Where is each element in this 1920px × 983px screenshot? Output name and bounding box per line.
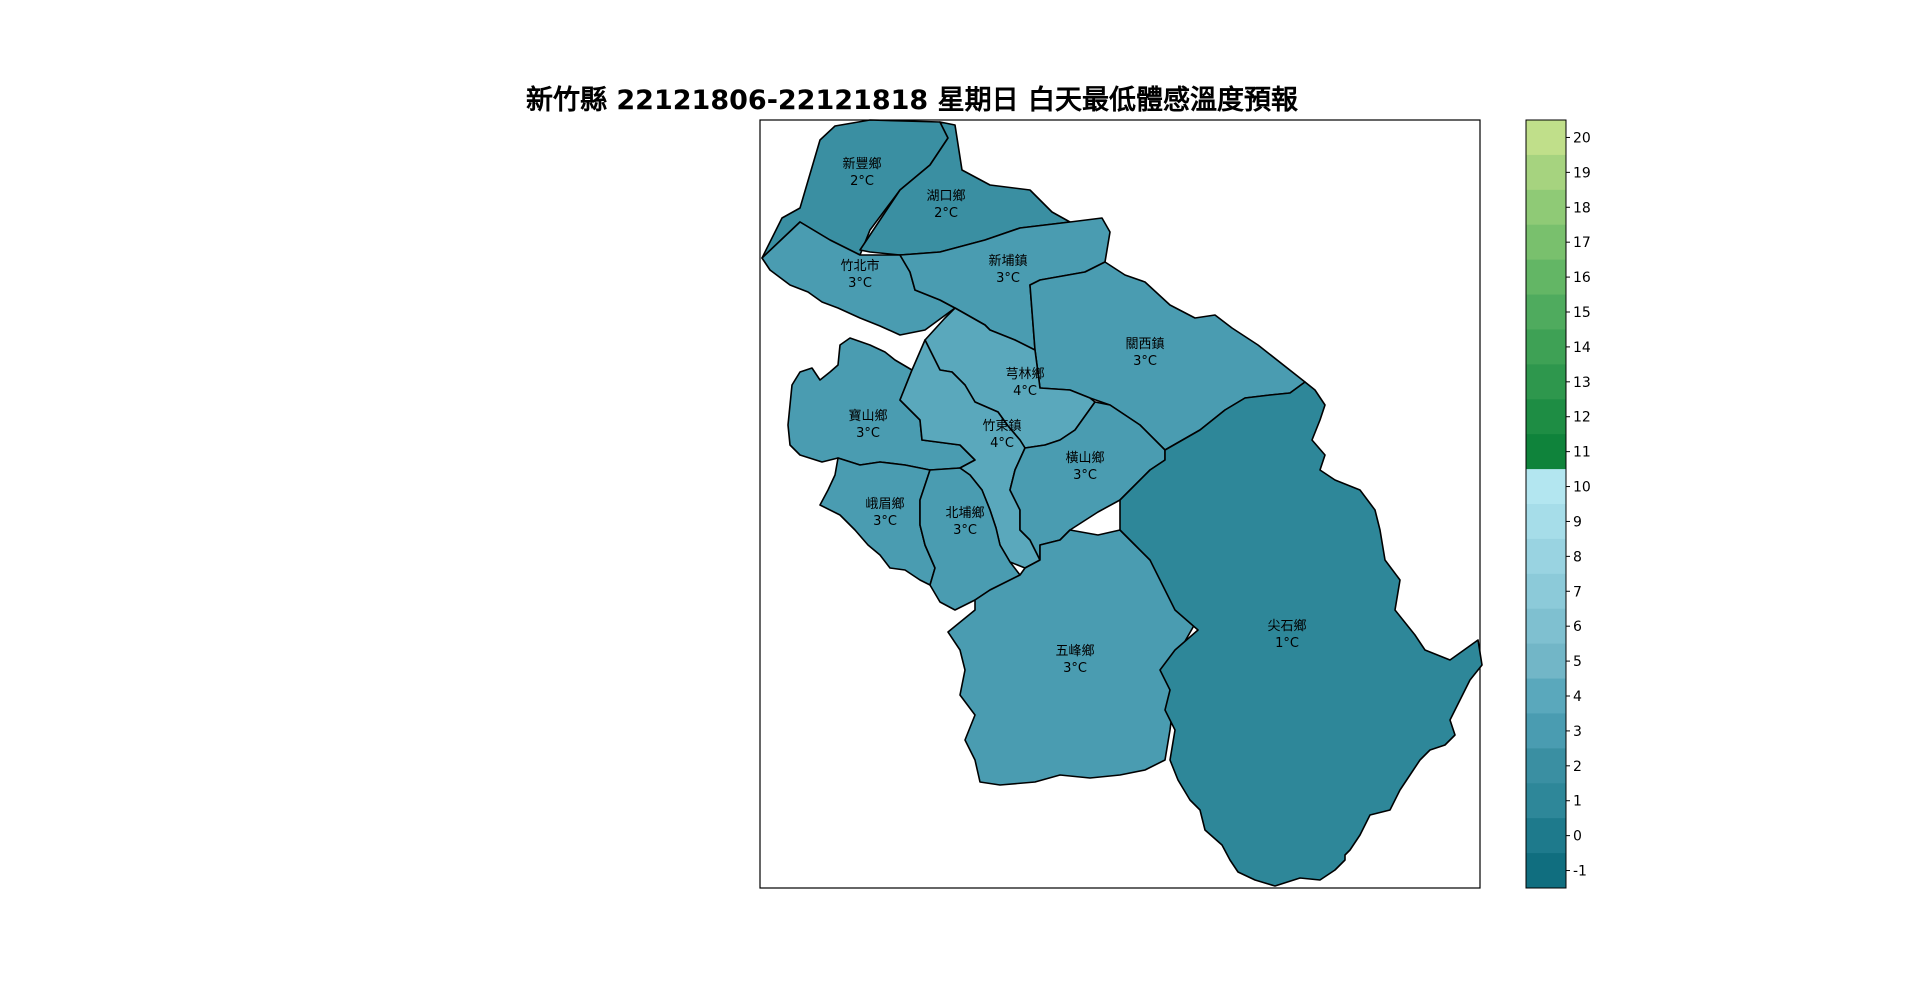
colorbar-tick-label: 13 — [1573, 375, 1591, 391]
region-temp-beipu: 3°C — [953, 523, 977, 538]
colorbar-segment — [1526, 748, 1566, 784]
region-temp-xinfeng: 2°C — [850, 174, 874, 189]
region-name-xinpu: 新埔鎮 — [988, 253, 1027, 269]
colorbar-tick-label: 9 — [1573, 514, 1582, 530]
colorbar-segment — [1526, 538, 1566, 575]
label-layer: 新豐鄉 2°C 湖口鄉 2°C 竹北市 3°C 新埔鎮 3°C 關西鎮 3°C 芎林鄉 4°C 寶山鄉 3… — [840, 156, 1306, 676]
colorbar-tick-label: 6 — [1573, 619, 1582, 635]
colorbar-segment — [1526, 259, 1566, 296]
region-temp-zhudong: 4°C — [990, 436, 1014, 451]
region-name-hengshan: 橫山鄉 — [1065, 450, 1104, 466]
colorbar-tick-label: 0 — [1573, 829, 1582, 845]
region-name-zhudong: 竹東鎮 — [982, 418, 1021, 434]
region-temp-jianshi: 1°C — [1275, 636, 1299, 651]
colorbar-tick-label: 12 — [1573, 410, 1591, 426]
region-name-jianshi: 尖石鄉 — [1267, 618, 1306, 634]
region-name-guanxi: 關西鎮 — [1125, 336, 1164, 352]
map-title: 新竹縣 22121806-22121818 星期日 白天最低體感溫度預報 — [526, 85, 1298, 116]
region-name-xinfeng: 新豐鄉 — [842, 156, 881, 172]
region-name-qionglin: 芎林鄉 — [1005, 366, 1044, 382]
region-temp-qionglin: 4°C — [1013, 384, 1037, 399]
region-temp-guanxi: 3°C — [1133, 354, 1157, 369]
region-emei[interactable] — [819, 457, 936, 586]
colorbar-tick-label: 4 — [1573, 689, 1582, 705]
region-temp-hukou: 2°C — [934, 206, 958, 221]
region-temp-xinpu: 3°C — [996, 271, 1020, 286]
region-temp-wufeng: 3°C — [1063, 661, 1087, 676]
colorbar-segment — [1526, 643, 1566, 680]
region-temp-zhubei: 3°C — [848, 276, 872, 291]
colorbar-tick-label: 11 — [1573, 445, 1591, 461]
colorbar-tick-label: 1 — [1573, 794, 1582, 810]
colorbar-segment — [1526, 154, 1566, 191]
colorbar-segment — [1526, 573, 1566, 610]
colorbar-segment — [1526, 294, 1566, 330]
colorbar-segment — [1526, 818, 1566, 854]
colorbar-tick-label: 5 — [1573, 654, 1582, 670]
colorbar-segment — [1526, 504, 1566, 540]
region-name-wufeng: 五峰鄉 — [1055, 643, 1094, 659]
colorbar-segment — [1526, 364, 1566, 400]
region-temp-baoshan: 3°C — [856, 426, 880, 441]
colorbar-segment — [1526, 120, 1566, 156]
colorbar-tick-label: 19 — [1573, 165, 1591, 181]
colorbar-frame — [1525, 119, 1567, 889]
colorbar-tick-label: 8 — [1573, 549, 1582, 565]
region-name-zhubei: 竹北市 — [840, 258, 879, 274]
region-temp-emei: 3°C — [873, 514, 897, 529]
colorbar-segment — [1526, 783, 1566, 819]
colorbar-segment — [1526, 329, 1566, 365]
region-zhubei[interactable] — [761, 221, 956, 336]
colorbar-segment — [1526, 469, 1566, 505]
region-name-emei: 峨眉鄉 — [865, 496, 904, 512]
colorbar-segment — [1526, 189, 1566, 226]
region-name-baoshan: 寶山鄉 — [848, 408, 887, 424]
colorbar-segment — [1526, 608, 1566, 645]
region-name-hukou: 湖口鄉 — [926, 188, 965, 204]
colorbar-segment — [1526, 853, 1566, 889]
colorbar-segment — [1526, 399, 1566, 435]
colorbar-tick-label: 3 — [1573, 724, 1582, 740]
region-jianshi[interactable] — [1119, 381, 1483, 887]
colorbar-tick-label: 14 — [1573, 340, 1591, 356]
region-layer — [761, 119, 1483, 887]
colorbar-segment — [1526, 434, 1566, 470]
colorbar-segment — [1526, 224, 1566, 261]
colorbar-tick-label: 2 — [1573, 759, 1582, 775]
colorbar-tick-label: -1 — [1573, 864, 1587, 880]
colorbar-tick-label: 18 — [1573, 200, 1591, 216]
colorbar-tick-label: 7 — [1573, 584, 1582, 600]
colorbar-tick-label: 16 — [1573, 270, 1591, 286]
colorbar-segment — [1526, 678, 1566, 714]
colorbar-tick-label: 20 — [1573, 130, 1591, 146]
colorbar-tick-label: 10 — [1573, 480, 1591, 496]
region-name-beipu: 北埔鄉 — [945, 505, 984, 521]
colorbar-tick-label: 17 — [1573, 235, 1591, 251]
region-temp-hengshan: 3°C — [1073, 468, 1097, 483]
colorbar-tick-label: 15 — [1573, 305, 1591, 321]
colorbar-segment — [1526, 713, 1566, 749]
